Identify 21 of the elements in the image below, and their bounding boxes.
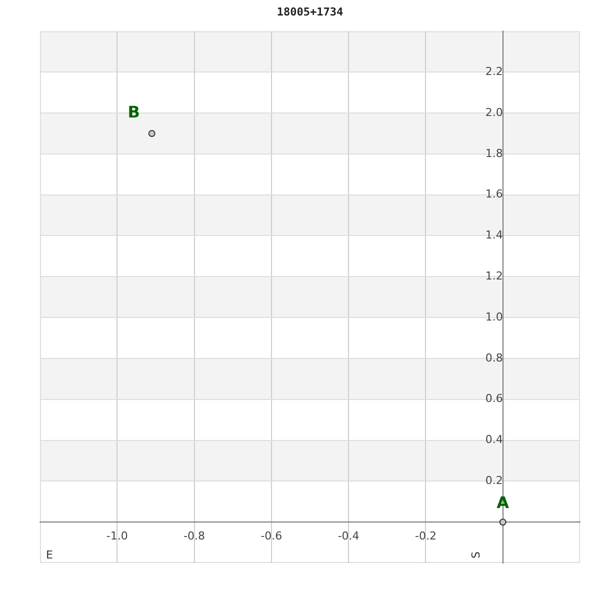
annotation: S [470,551,483,558]
x-tick-label: -0.4 [338,530,360,543]
y-tick-label: 0.8 [485,351,503,364]
annotation: E [46,548,53,562]
y-tick-label: 2.0 [485,106,503,119]
y-tick-label: 0.6 [485,392,503,406]
chart-title: 18005+1734 [276,5,344,18]
x-tick-label: -0.8 [184,530,206,543]
y-tick-label: 1.6 [485,188,503,201]
y-tick-label: 2.2 [485,64,503,78]
annotation: B [128,102,140,122]
y-tick-label: 1.0 [485,310,503,324]
y-tick-label: 1.2 [485,270,503,283]
y-tick-label: 1.8 [485,146,503,160]
y-tick-label: 0.4 [485,433,503,446]
x-tick-label: -0.6 [260,530,282,543]
annotation: A [496,493,510,512]
y-tick-label: 1.4 [485,228,503,242]
y-tick-label: 0.2 [485,474,503,488]
x-tick-label: -0.2 [414,530,436,543]
x-tick-label: -1.0 [106,530,128,543]
